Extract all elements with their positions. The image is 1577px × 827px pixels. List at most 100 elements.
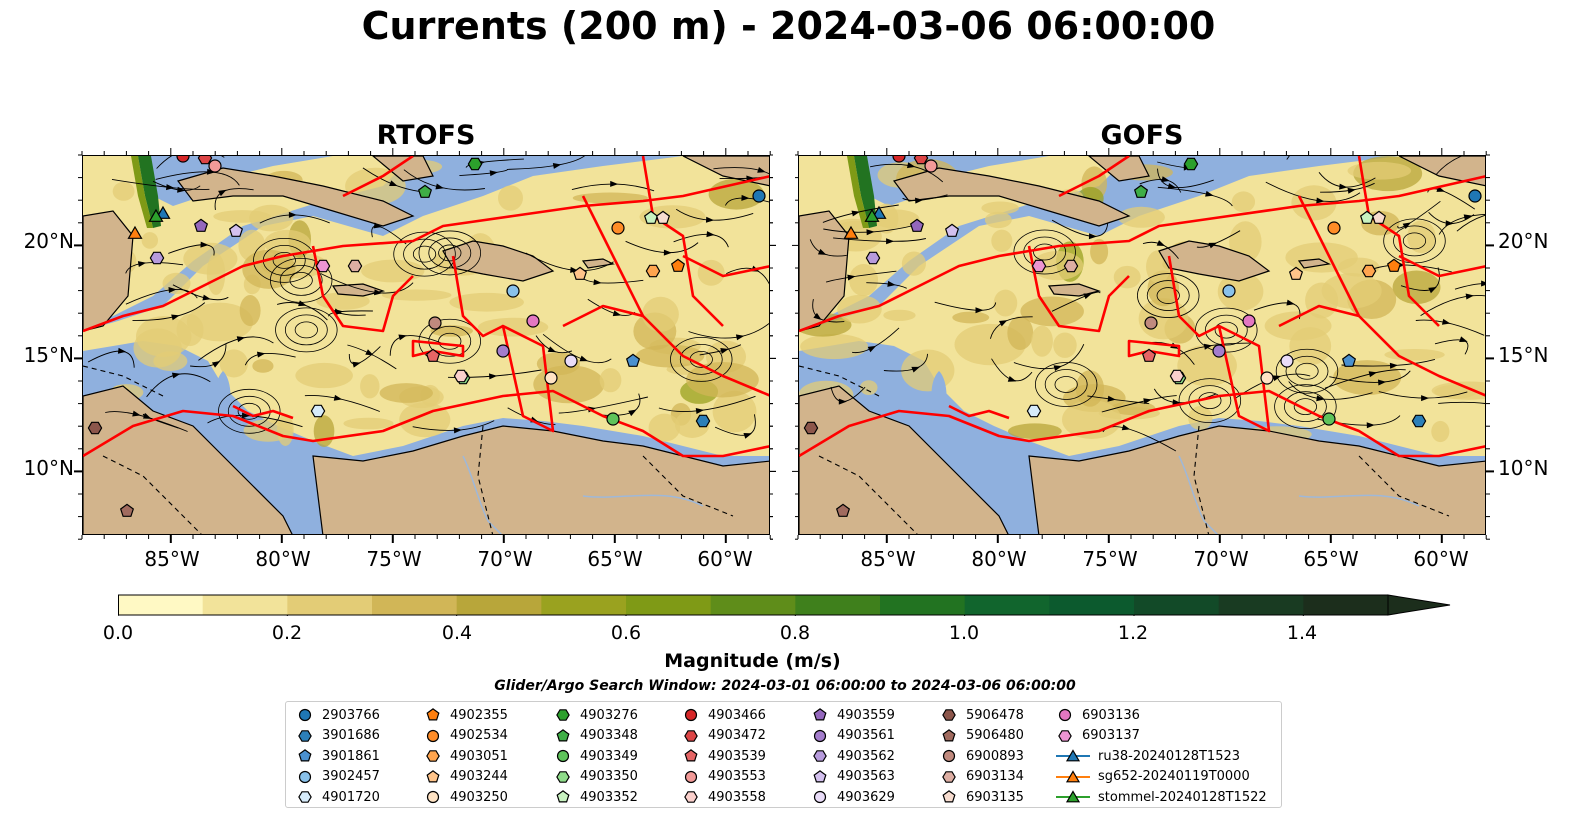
legend-label: 4903562 [837,748,895,764]
gofs-land-0 [799,210,850,332]
gofs-river [1178,455,1219,534]
rtofs-marker-6900893 [428,316,442,330]
colorbar-frame [118,594,1388,616]
rtofs-marker-4903539 [425,348,441,362]
legend-symbol [298,708,312,722]
gofs-speed-patch [1117,206,1165,228]
rtofs-eez-line-11 [562,304,644,328]
gofs-speed-patch [1231,191,1256,213]
rtofs-eez-line-8 [232,404,294,420]
map-panel-rtofs[interactable] [82,155,770,535]
gofs-streamline-arrow [1366,422,1375,429]
gofs-eez-line-1 [799,389,1485,458]
map-panel-gofs[interactable] [798,155,1486,535]
colorbar-segment [118,595,204,615]
rtofs-speed-patch [497,185,523,211]
rtofs-speed-patch [430,325,473,337]
gofs-speed-patch [981,201,1019,215]
legend-marker-hexagon-icon [298,791,312,803]
rtofs-eddy [294,321,318,339]
gofs-border-2 [1358,455,1450,517]
rtofs-land-6 [581,258,615,269]
gofs-speed-patch [993,289,1018,317]
rtofs-border-2 [642,455,734,517]
rtofs-land-7 [372,156,434,182]
gofs-streamline-arrow [866,229,875,236]
lat-label-10n-right: 10°N [1498,456,1549,480]
rtofs-streamline-arrow [453,427,462,434]
rtofs-speed-patch [639,205,706,229]
gofs-land-3 [892,167,1131,227]
legend-symbol [298,749,312,762]
gofs-marker-4903561 [1212,344,1226,358]
legend-label: 4903629 [837,789,895,805]
gofs-streamline-arrow [851,210,860,217]
gofs-streamline-arrow [1339,183,1348,190]
rtofs-speed-patch [712,390,757,433]
legend-symbol [426,750,440,762]
legend: 2903766 3901686 3901861 3902457 4901720 49023… [285,701,1282,808]
gofs-marker-4903349 [1322,412,1336,426]
rtofs-streamline-arrow [298,300,307,307]
legend-symbol [942,728,956,741]
legend-label: 4903349 [580,748,638,764]
legend-label: 6903136 [1082,707,1140,723]
legend-item-4903348: 4903348 [554,726,638,746]
rtofs-marker-sg652-20240119T0000 [127,225,143,239]
legend-symbol [684,729,698,742]
rtofs-eez-line-2 [311,245,414,333]
rtofs-streamline-arrow [241,412,250,419]
rtofs-border-3 [83,365,164,397]
rtofs-marker-4903472 [197,156,213,165]
gofs-streamline-arrow [1316,395,1325,402]
legend-symbol [813,729,827,742]
gofs-streamline-arrow [915,197,924,204]
legend-marker-pentagon-icon [813,769,827,782]
lon-label-60w-gofs: 60°W [1413,547,1469,571]
gofs-streamline-arrow [1208,242,1218,249]
gofs-marker-sg652-20240119T0000 [843,225,859,239]
rtofs-eez-line-10 [682,254,769,278]
rtofs-land-2 [312,425,769,534]
gofs-streamline-arrow [1459,336,1468,343]
gofs-streamline-arrow [1421,395,1430,402]
rtofs-eddy [272,251,296,269]
gofs-marker-4903559 [909,218,925,232]
gofs-marker-4903051 [1361,264,1377,278]
legend-marker-circle-icon [298,708,312,722]
gofs-streamline-arrow [867,345,877,353]
rtofs-speed-patch [183,242,238,275]
rtofs-streamline-arrow [695,408,705,414]
rtofs-speed-patch [135,316,192,357]
rtofs-streamline-arrow [435,183,444,190]
gofs-streamline-arrow [847,274,856,281]
rtofs-eez-line-4 [501,324,555,433]
rtofs-speed-patch [361,259,425,283]
gofs-marker-4903553 [924,159,938,173]
gofs-streamline-arrow [817,248,827,255]
legend-item-4903051: 4903051 [424,746,508,766]
gofs-marker-4903629 [1280,354,1294,368]
rtofs-border-0 [102,455,202,534]
legend-symbol [1058,708,1072,722]
rtofs-streamline-arrow [398,334,407,341]
legend-label: 5906478 [966,707,1024,723]
gofs-speed-patch [984,211,1012,229]
rtofs-eez-line-6 [342,156,414,198]
rtofs-eddy [218,388,281,434]
rtofs-map-canvas [83,156,769,534]
rtofs-eez-line-0 [83,175,769,333]
gofs-streamline-arrow [813,312,822,321]
rtofs-streamline-arrow [705,216,715,223]
legend-item-4903244: 4903244 [424,767,508,787]
gofs-marker-4903244 [1288,266,1304,280]
legend-marker-hexagon-icon [556,709,570,721]
rtofs-speed-patch [449,292,524,312]
gofs-speed-patch [849,263,879,297]
gofs-streamline-arrow [1286,299,1295,306]
legend-symbol [556,709,570,721]
gofs-marker-3901861 [1341,353,1357,367]
gofs-streamline [1438,401,1485,405]
legend-symbol [1065,749,1081,762]
colorbar-gradient [117,594,1451,621]
